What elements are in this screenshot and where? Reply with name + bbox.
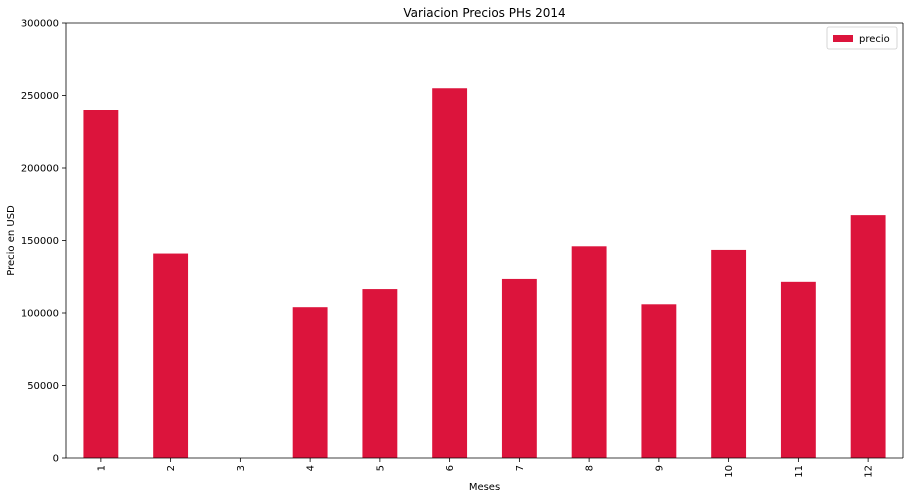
- y-tick-label: 0: [53, 454, 59, 465]
- x-tick-label: 3: [236, 465, 247, 471]
- legend-box: [826, 26, 898, 50]
- chart-title: Variacion Precios PHs 2014: [403, 6, 565, 20]
- bar-4: [292, 307, 328, 458]
- bar-6: [432, 88, 468, 458]
- bar-1: [83, 110, 119, 458]
- bar-8: [571, 246, 607, 458]
- x-tick-label: 7: [515, 465, 526, 471]
- y-tick-label: 150000: [21, 236, 59, 247]
- x-tick-label: 11: [794, 465, 805, 478]
- y-tick-label: 250000: [21, 91, 59, 102]
- bar-12: [850, 215, 886, 458]
- legend-label: precio: [859, 34, 890, 45]
- y-axis-label: Precio en USD: [6, 205, 17, 276]
- x-tick-label: 10: [724, 465, 735, 478]
- y-tick-label: 300000: [21, 19, 59, 30]
- bar-10: [711, 249, 747, 458]
- legend: precio: [826, 26, 898, 50]
- y-tick-label: 50000: [27, 381, 59, 392]
- x-tick-label: 5: [375, 465, 386, 471]
- x-tick-label: 4: [306, 465, 317, 471]
- x-tick-label: 1: [96, 465, 107, 471]
- legend-swatch: [833, 35, 853, 42]
- x-tick-label: 12: [864, 465, 875, 478]
- x-tick-label: 8: [585, 465, 596, 471]
- bars-layer: [83, 88, 886, 458]
- bar-7: [501, 278, 537, 458]
- bar-5: [362, 289, 398, 458]
- y-tick-label: 100000: [21, 309, 59, 320]
- x-tick-label: 6: [445, 465, 456, 471]
- bar-2: [153, 253, 189, 458]
- y-tick-label: 200000: [21, 164, 59, 175]
- x-axis-label: Meses: [469, 482, 500, 493]
- x-tick-label: 2: [166, 465, 177, 471]
- x-tick-label: 9: [654, 465, 665, 471]
- bar-11: [780, 281, 816, 458]
- bar-9: [641, 304, 677, 458]
